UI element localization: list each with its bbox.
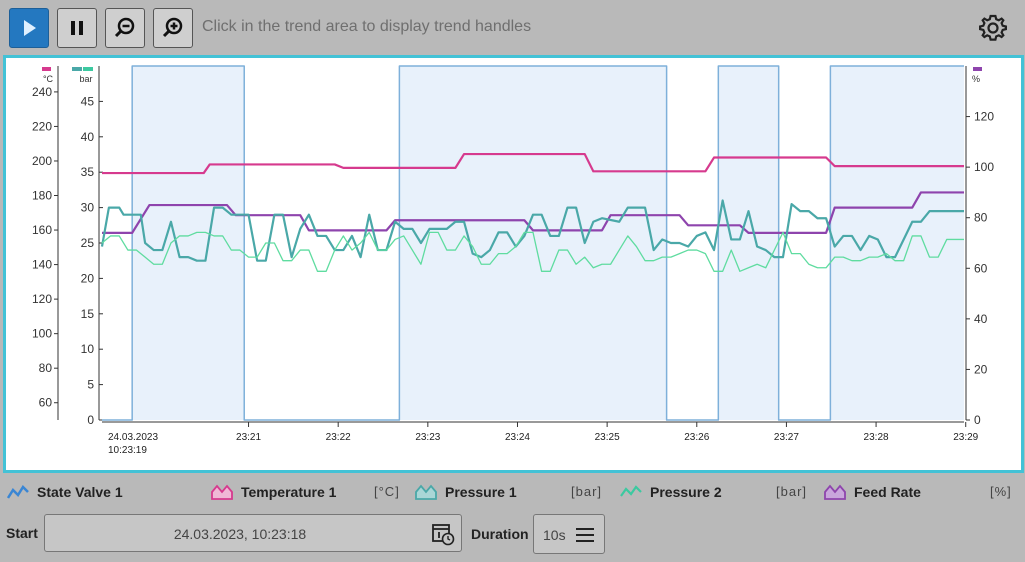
temperature-tick-label: 220 bbox=[32, 119, 52, 133]
temperature-tick-label: 140 bbox=[32, 258, 52, 272]
temperature-tick-label: 160 bbox=[32, 223, 52, 237]
legend-unit: [bar] bbox=[571, 484, 603, 499]
percent-tick-label: 80 bbox=[974, 211, 988, 225]
percent-tick-label: 20 bbox=[974, 362, 988, 376]
legend-temperature-1[interactable]: Temperature 1 bbox=[211, 478, 336, 506]
percent-tick-label: 100 bbox=[974, 160, 994, 174]
pressure-tick-label: 10 bbox=[81, 342, 95, 356]
temperature-tick-label: 60 bbox=[39, 396, 53, 410]
temperature-axis-marker bbox=[42, 67, 51, 71]
legend-state-valve-1[interactable]: State Valve 1 bbox=[7, 478, 123, 506]
legend-pressure-2[interactable]: Pressure 2 bbox=[620, 478, 722, 506]
play-icon bbox=[24, 20, 36, 36]
time-tick-label: 23:29 bbox=[953, 432, 978, 443]
legend-unit: [°C] bbox=[374, 484, 400, 499]
start-time-value: 24.03.2023, 10:23:18 bbox=[173, 526, 307, 542]
legend-label: Feed Rate bbox=[854, 484, 921, 500]
trend-chart[interactable]: °C bar %6080100120140160180200220240051015… bbox=[6, 58, 1021, 470]
pressure-tick-label: 35 bbox=[81, 165, 95, 179]
trend-area[interactable]: °C bar% 60 80 100 120 140 160 180 200 220 240 0 5 10 15… bbox=[3, 55, 1024, 473]
temperature-1-line bbox=[102, 152, 964, 175]
zoom-in-button[interactable] bbox=[153, 8, 193, 48]
pressure-tick-label: 20 bbox=[81, 271, 95, 285]
feed-rate-series-icon bbox=[824, 484, 846, 500]
pressure-2-line bbox=[101, 231, 964, 272]
legend-label: Pressure 2 bbox=[650, 484, 722, 500]
play-button[interactable] bbox=[9, 8, 49, 48]
pressure-1-series-icon bbox=[415, 484, 437, 500]
legend-label: Pressure 1 bbox=[445, 484, 517, 500]
time-axis-start-time: 10:23:19 bbox=[108, 445, 147, 456]
time-tick-label: 23:22 bbox=[326, 432, 351, 443]
pressure-tick-label: 5 bbox=[87, 378, 94, 392]
pressure-1-axis-marker bbox=[72, 67, 82, 71]
zoom-in-icon bbox=[162, 17, 183, 38]
calendar-clock-icon[interactable] bbox=[431, 522, 455, 546]
legend-unit: [%] bbox=[990, 484, 1012, 499]
start-time-field[interactable]: 24.03.2023, 10:23:18 bbox=[44, 514, 462, 552]
time-tick-label: 23:28 bbox=[864, 432, 889, 443]
trend-hint-text: Click in the trend area to display trend… bbox=[202, 18, 532, 35]
temperature-tick-label: 80 bbox=[39, 361, 53, 375]
pressure-axis-unit: bar bbox=[79, 74, 92, 84]
pressure-tick-label: 45 bbox=[81, 94, 95, 108]
toolbar: Click in the trend area to display trend… bbox=[0, 0, 1025, 56]
temperature-tick-label: 100 bbox=[32, 327, 52, 341]
temperature-tick-label: 200 bbox=[32, 154, 52, 168]
time-tick-label: 23:24 bbox=[505, 432, 530, 443]
percent-tick-label: 0 bbox=[974, 413, 981, 427]
temperature-series-icon bbox=[211, 484, 233, 500]
legend-label: State Valve 1 bbox=[37, 484, 123, 500]
legend: State Valve 1 Temperature 1 [°C] Pressur… bbox=[0, 478, 1025, 508]
feed-rate-line bbox=[102, 191, 964, 234]
temperature-tick-label: 180 bbox=[32, 189, 52, 203]
pressure-1-line bbox=[100, 199, 964, 262]
legend-pressure-1[interactable]: Pressure 1 bbox=[415, 478, 517, 506]
duration-select[interactable]: 10s bbox=[533, 514, 605, 554]
menu-icon[interactable] bbox=[576, 527, 594, 543]
temperature-tick-label: 120 bbox=[32, 292, 52, 306]
pressure-tick-label: 30 bbox=[81, 201, 95, 215]
state-valve-1-line bbox=[102, 65, 964, 421]
time-axis-start-date: 24.03.2023 bbox=[108, 432, 158, 443]
legend-feed-rate[interactable]: Feed Rate bbox=[824, 478, 921, 506]
pressure-tick-label: 15 bbox=[81, 307, 95, 321]
time-controls: Start 24.03.2023, 10:23:18 Duration 10s bbox=[0, 512, 1025, 560]
time-tick-label: 23:27 bbox=[774, 432, 799, 443]
percent-axis-unit: % bbox=[972, 74, 980, 84]
pressure-2-series-icon bbox=[620, 485, 642, 497]
state-valve-series-icon bbox=[7, 485, 29, 499]
legend-label: Temperature 1 bbox=[241, 484, 337, 500]
percent-tick-label: 60 bbox=[974, 261, 988, 275]
pressure-tick-label: 0 bbox=[87, 413, 94, 427]
zoom-out-icon bbox=[114, 17, 135, 38]
pause-icon bbox=[71, 21, 83, 35]
percent-tick-label: 40 bbox=[974, 312, 988, 326]
duration-label: Duration bbox=[471, 526, 529, 542]
gear-icon[interactable] bbox=[975, 10, 1011, 46]
start-label: Start bbox=[6, 525, 38, 541]
zoom-out-button[interactable] bbox=[105, 8, 145, 48]
legend-unit: [bar] bbox=[776, 484, 808, 499]
time-tick-label: 23:21 bbox=[236, 432, 261, 443]
temperature-axis-unit: °C bbox=[43, 74, 54, 84]
time-tick-label: 23:23 bbox=[415, 432, 440, 443]
time-tick-label: 23:26 bbox=[684, 432, 709, 443]
duration-value: 10s bbox=[543, 527, 566, 543]
pause-button[interactable] bbox=[57, 8, 97, 48]
state-valve-1-area bbox=[102, 66, 964, 420]
pressure-tick-label: 25 bbox=[81, 236, 95, 250]
time-tick-label: 23:25 bbox=[595, 432, 620, 443]
temperature-tick-label: 240 bbox=[32, 85, 52, 99]
percent-tick-label: 120 bbox=[974, 110, 994, 124]
pressure-2-axis-marker bbox=[83, 67, 93, 71]
pressure-tick-label: 40 bbox=[81, 130, 95, 144]
percent-axis-marker bbox=[973, 67, 982, 71]
